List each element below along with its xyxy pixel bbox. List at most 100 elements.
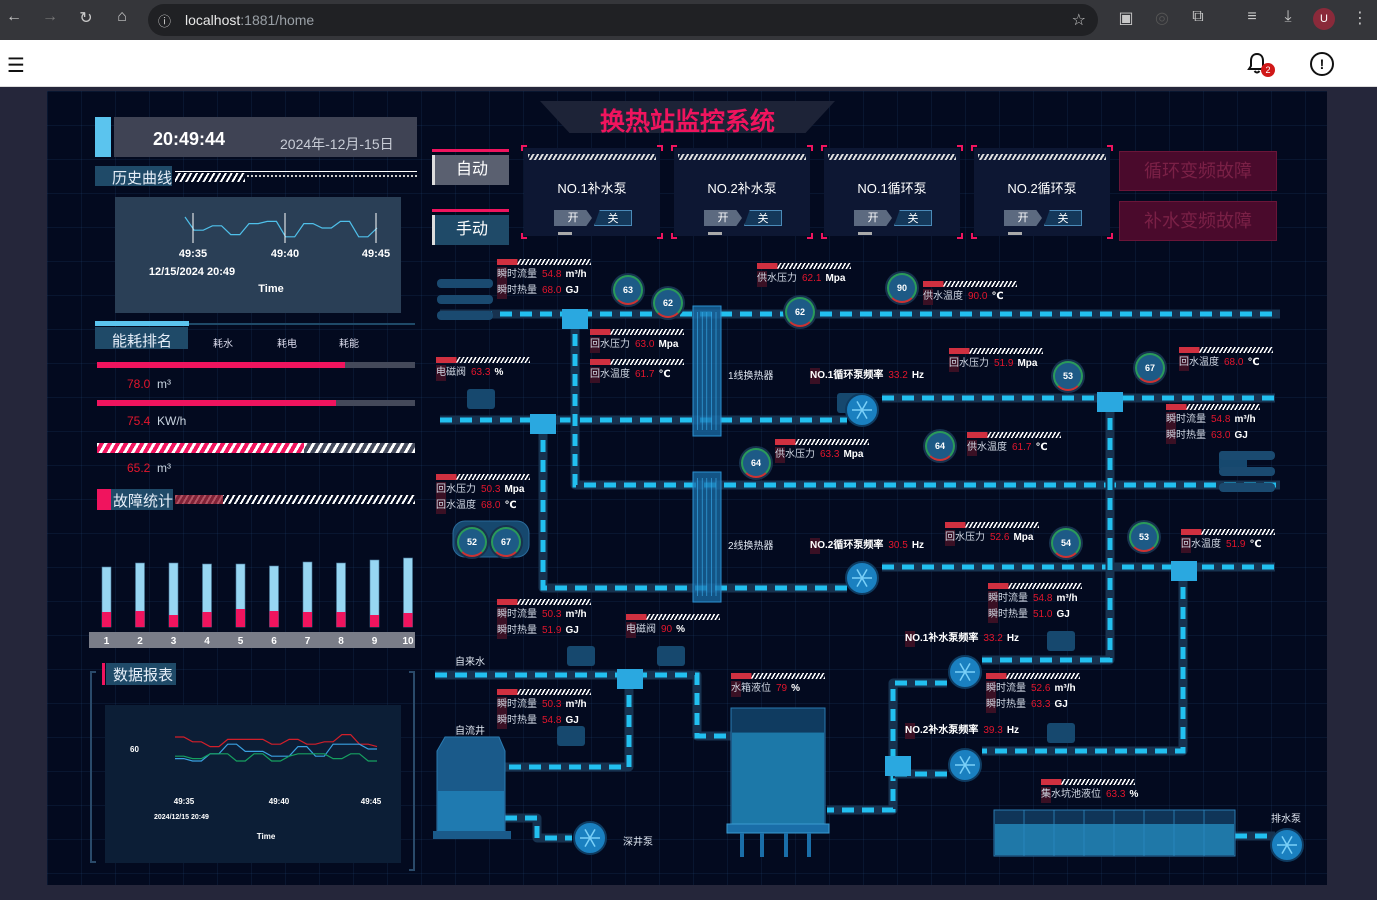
readout-unit: Hz bbox=[1006, 725, 1020, 736]
readout-label: 水箱液位 bbox=[731, 681, 771, 697]
readout-unit: GJ bbox=[565, 625, 579, 636]
pump-on-button[interactable]: 开 bbox=[1004, 210, 1042, 226]
tab-history[interactable]: 历史曲线 bbox=[95, 166, 172, 187]
forward-icon[interactable]: → bbox=[42, 8, 58, 25]
pump-fan-blade bbox=[964, 764, 971, 775]
pressure-gauge: 64 bbox=[925, 431, 955, 461]
card-corner bbox=[1107, 145, 1113, 151]
pump-status-indicator bbox=[1008, 232, 1022, 235]
sump-water bbox=[995, 824, 1234, 855]
pump-fan-blade bbox=[584, 828, 591, 839]
back-icon[interactable]: ← bbox=[6, 8, 22, 25]
tab-fault-stats[interactable]: 故障统计 bbox=[111, 489, 173, 510]
readout-label: 瞬时热量 bbox=[986, 697, 1026, 713]
pump-fan-blade bbox=[589, 828, 596, 839]
readout-unit: % bbox=[676, 624, 686, 635]
readout-row: NO.2循环泵频率 30.5 Hz bbox=[810, 538, 924, 554]
readout-value: 62.1 bbox=[802, 273, 822, 284]
readout-row: 瞬时热量 63.3 GJ bbox=[986, 697, 1080, 713]
extensions-puzzle-icon[interactable]: ⧉ bbox=[1192, 8, 1204, 25]
tab-energy-ranking[interactable]: 能耗排名 bbox=[95, 327, 188, 350]
readout-unit: ℃ bbox=[991, 291, 1004, 302]
home-icon[interactable]: ⌂ bbox=[117, 8, 127, 25]
readout-value: 90 bbox=[661, 624, 673, 635]
tab-data-report[interactable]: 数据报表 bbox=[106, 663, 176, 685]
menu-kebab-icon[interactable]: ⋮ bbox=[1352, 10, 1368, 27]
readout-row: 瞬时热量 68.0 GJ bbox=[497, 283, 591, 299]
readout-group: 回水温度 61.7 ℃ bbox=[590, 359, 684, 383]
makeup-vfd-fault-indicator: 补水变频故障 bbox=[1119, 201, 1277, 241]
extension-icon-2[interactable]: ◎ bbox=[1155, 10, 1169, 27]
pump-on-button[interactable]: 开 bbox=[554, 210, 592, 226]
readout-group: 回水温度 51.9 ℃ bbox=[1181, 529, 1275, 553]
readout-unit: GJ bbox=[565, 715, 579, 726]
readout-unit: m³/h bbox=[1056, 593, 1078, 604]
pressure-gauge: 53 bbox=[1053, 361, 1083, 391]
bookmark-star-icon[interactable]: ☆ bbox=[1071, 12, 1086, 29]
diagram-label: 1线换热器 bbox=[728, 371, 774, 382]
address-bar[interactable]: ⓘ localhost:1881/home ☆ bbox=[148, 4, 1098, 36]
readout-group: 瞬时流量 54.8 m³/h 瞬时热量 63.0 GJ bbox=[1166, 404, 1260, 444]
readout-unit: m³/h bbox=[1054, 683, 1076, 694]
fault-bar-label: 8 bbox=[338, 636, 344, 647]
fault-bar-fault bbox=[202, 612, 212, 627]
pressure-gauge: 52 bbox=[457, 527, 487, 557]
pipe-flow bbox=[435, 672, 735, 739]
readout-row: 瞬时热量 63.0 GJ bbox=[1166, 428, 1260, 444]
bell-icon[interactable] bbox=[1247, 52, 1267, 74]
pressure-gauge: 90 bbox=[887, 273, 917, 303]
valve bbox=[1047, 631, 1075, 651]
readout-label: 瞬时热量 bbox=[497, 713, 537, 729]
card-stripe bbox=[678, 154, 806, 160]
pump-on-button[interactable]: 开 bbox=[704, 210, 742, 226]
reload-icon[interactable]: ↻ bbox=[79, 10, 93, 27]
readout-value: 63.0 bbox=[1211, 430, 1231, 441]
pump-off-button[interactable]: 关 bbox=[1044, 210, 1082, 226]
energy-bar-fill bbox=[97, 362, 346, 368]
readout-group: 集水坑池液位 63.3% bbox=[1041, 779, 1138, 803]
pump-fan-blade bbox=[584, 837, 591, 848]
pump-fan-blade bbox=[959, 764, 966, 775]
energy-bar-fill bbox=[97, 443, 304, 453]
readout-row: 回水压力 51.9 Mpa bbox=[949, 356, 1043, 372]
readout-row: 电磁阀 63.3% bbox=[436, 365, 530, 381]
readout-row: 瞬时流量 54.8 m³/h bbox=[497, 267, 591, 283]
readout-group: 供水温度 61.7 ℃ bbox=[967, 432, 1061, 456]
pipe-flow bbox=[502, 675, 632, 770]
readout-group: 回水压力 63.0 Mpa bbox=[590, 329, 684, 353]
download-icon[interactable]: ⤓ bbox=[1284, 8, 1292, 25]
readout-label: 回水温度 bbox=[1179, 355, 1219, 371]
media-icon[interactable]: ≡ bbox=[1247, 8, 1257, 25]
alert-icon[interactable]: ! bbox=[1310, 52, 1334, 76]
card-stripe bbox=[528, 154, 656, 160]
readout-value: 51.9 bbox=[542, 625, 562, 636]
report-chart: 60 49:35 49:40 49:45 2024/12/15 20:49 Time bbox=[105, 705, 401, 863]
readout-row: 回水温度 68.0 ℃ bbox=[436, 498, 530, 514]
fault-bar-label: 1 bbox=[104, 636, 110, 647]
readout-header-stripe bbox=[988, 583, 1082, 589]
extension-icon[interactable]: ▣ bbox=[1118, 10, 1134, 27]
readout-header-stripe bbox=[497, 599, 591, 605]
header-manifold bbox=[437, 279, 493, 288]
auto-mode-button[interactable]: 自动 bbox=[432, 155, 509, 185]
readout-row: 瞬时流量 52.6 m³/h bbox=[986, 681, 1080, 697]
readout-value: 63.0 bbox=[635, 339, 655, 350]
manual-mode-button[interactable]: 手动 bbox=[432, 215, 509, 245]
readout-group: 电磁阀 90% bbox=[626, 614, 720, 638]
hamburger-menu-icon[interactable]: ☰ bbox=[7, 55, 25, 77]
readout-label: NO.1循环泵频率 bbox=[810, 368, 884, 384]
energy-unit-1: m³ bbox=[157, 377, 171, 391]
readout-row: 回水压力 63.0 Mpa bbox=[590, 337, 684, 353]
pump-on-button[interactable]: 开 bbox=[854, 210, 892, 226]
tab-electricity[interactable]: 耗电 bbox=[277, 339, 297, 350]
pipe-tee bbox=[885, 756, 911, 776]
profile-avatar[interactable]: U bbox=[1313, 8, 1335, 30]
site-info-icon[interactable]: ⓘ bbox=[158, 14, 172, 29]
tab-water[interactable]: 耗水 bbox=[213, 339, 233, 350]
card-corner bbox=[657, 233, 663, 239]
readout-label: 回水温度 bbox=[590, 367, 630, 383]
readout-unit: Hz bbox=[1006, 633, 1020, 644]
readout-row: 回水温度 51.9 ℃ bbox=[1181, 537, 1275, 553]
tab-energy[interactable]: 耗能 bbox=[339, 339, 359, 350]
report-series-line bbox=[175, 753, 377, 762]
